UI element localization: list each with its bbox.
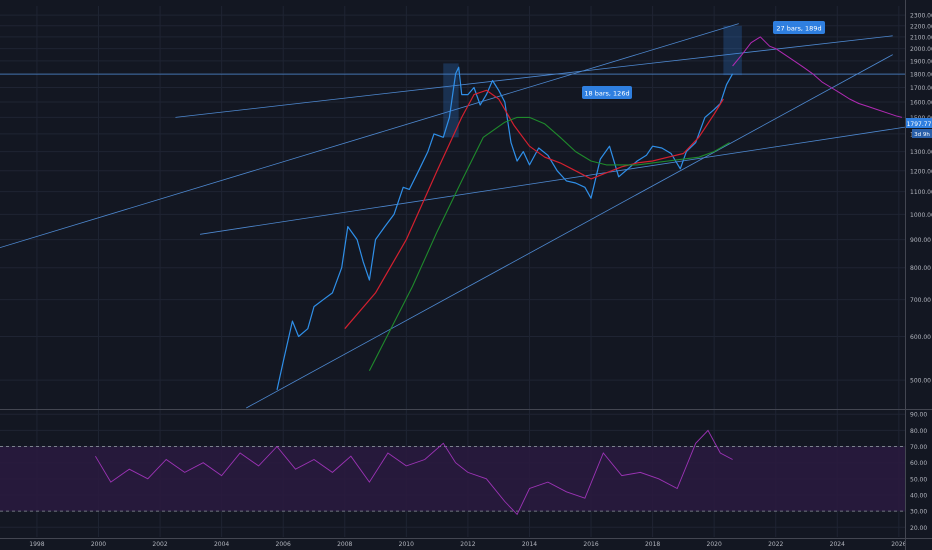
x-tick-label: 2020 xyxy=(707,541,722,548)
measure-label-1: 18 bars, 126d xyxy=(582,86,632,99)
rsi-tick-label: 50.00 xyxy=(910,476,927,483)
measure-box-1 xyxy=(443,63,459,138)
y-tick-label: 800.00 xyxy=(910,265,931,272)
rsi-tick-label: 20.00 xyxy=(910,525,927,532)
y-tick-label: 600.00 xyxy=(910,334,931,341)
y-tick-label: 2100.00 xyxy=(910,34,932,41)
y-tick-label: 900.00 xyxy=(910,237,931,244)
trendline xyxy=(200,126,906,235)
measure-label-2-text: 27 bars, 189d xyxy=(776,25,821,33)
x-tick-label: 2018 xyxy=(645,541,660,548)
series-projection xyxy=(732,36,903,118)
trendline xyxy=(0,23,739,249)
x-tick-label: 2024 xyxy=(830,541,845,548)
x-tick-label: 2006 xyxy=(276,541,291,548)
series-rsi xyxy=(95,429,733,516)
x-tick-label: 2010 xyxy=(399,541,414,548)
trendlines xyxy=(0,23,906,409)
countdown-tag: 3d 9h xyxy=(912,129,932,138)
rsi-series xyxy=(95,429,733,516)
y-tick-label: 2000.00 xyxy=(910,46,932,53)
rsi-tick-label: 40.00 xyxy=(910,493,927,500)
x-tick-label: 2008 xyxy=(337,541,352,548)
y-tick-label: 1000.00 xyxy=(910,212,932,219)
rsi-tick-label: 80.00 xyxy=(910,428,927,435)
trendline xyxy=(246,54,893,409)
x-tick-label: 2000 xyxy=(91,541,106,548)
measure-box-2 xyxy=(723,25,742,76)
series-price xyxy=(276,66,734,391)
x-tick-label: 2012 xyxy=(460,541,475,548)
measure-label-1-text: 18 bars, 126d xyxy=(584,90,629,98)
y-tick-label: 1100.00 xyxy=(910,189,932,196)
series-ma_slow xyxy=(368,116,730,372)
y-tick-label: 700.00 xyxy=(910,297,931,304)
y-tick-label: 1700.00 xyxy=(910,85,932,92)
series-ma_fast xyxy=(344,89,724,330)
y-tick-label: 500.00 xyxy=(910,378,931,385)
price-tag: 1797.77 xyxy=(906,118,932,128)
y-tick-label: 1600.00 xyxy=(910,99,932,106)
y-tick-label: 2200.00 xyxy=(910,23,932,30)
rsi-band-fill xyxy=(0,446,905,512)
y-tick-label: 1800.00 xyxy=(910,71,932,78)
x-tick-label: 1998 xyxy=(29,541,44,548)
y-tick-label: 1900.00 xyxy=(910,58,932,65)
measure-label-2: 27 bars, 189d xyxy=(773,21,825,34)
y-tick-label: 1200.00 xyxy=(910,168,932,175)
x-tick-label: 2004 xyxy=(214,541,229,548)
rsi-tick-label: 70.00 xyxy=(910,444,927,451)
rsi-tick-label: 30.00 xyxy=(910,509,927,516)
countdown-tag-text: 3d 9h xyxy=(914,132,930,138)
price-series xyxy=(276,36,903,391)
x-tick-label: 2022 xyxy=(768,541,783,548)
x-tick-label: 2014 xyxy=(522,541,537,548)
y-tick-label: 1300.00 xyxy=(910,149,932,156)
price-tag-text: 1797.77 xyxy=(907,121,932,128)
x-tick-label: 2002 xyxy=(152,541,167,548)
trendline xyxy=(175,35,893,118)
rsi-band xyxy=(0,446,905,512)
rsi-tick-label: 60.00 xyxy=(910,460,927,467)
rsi-tick-label: 90.00 xyxy=(910,412,927,419)
y-tick-label: 2300.00 xyxy=(910,13,932,20)
x-tick-label: 2026 xyxy=(891,541,906,548)
x-tick-label: 2016 xyxy=(583,541,598,548)
